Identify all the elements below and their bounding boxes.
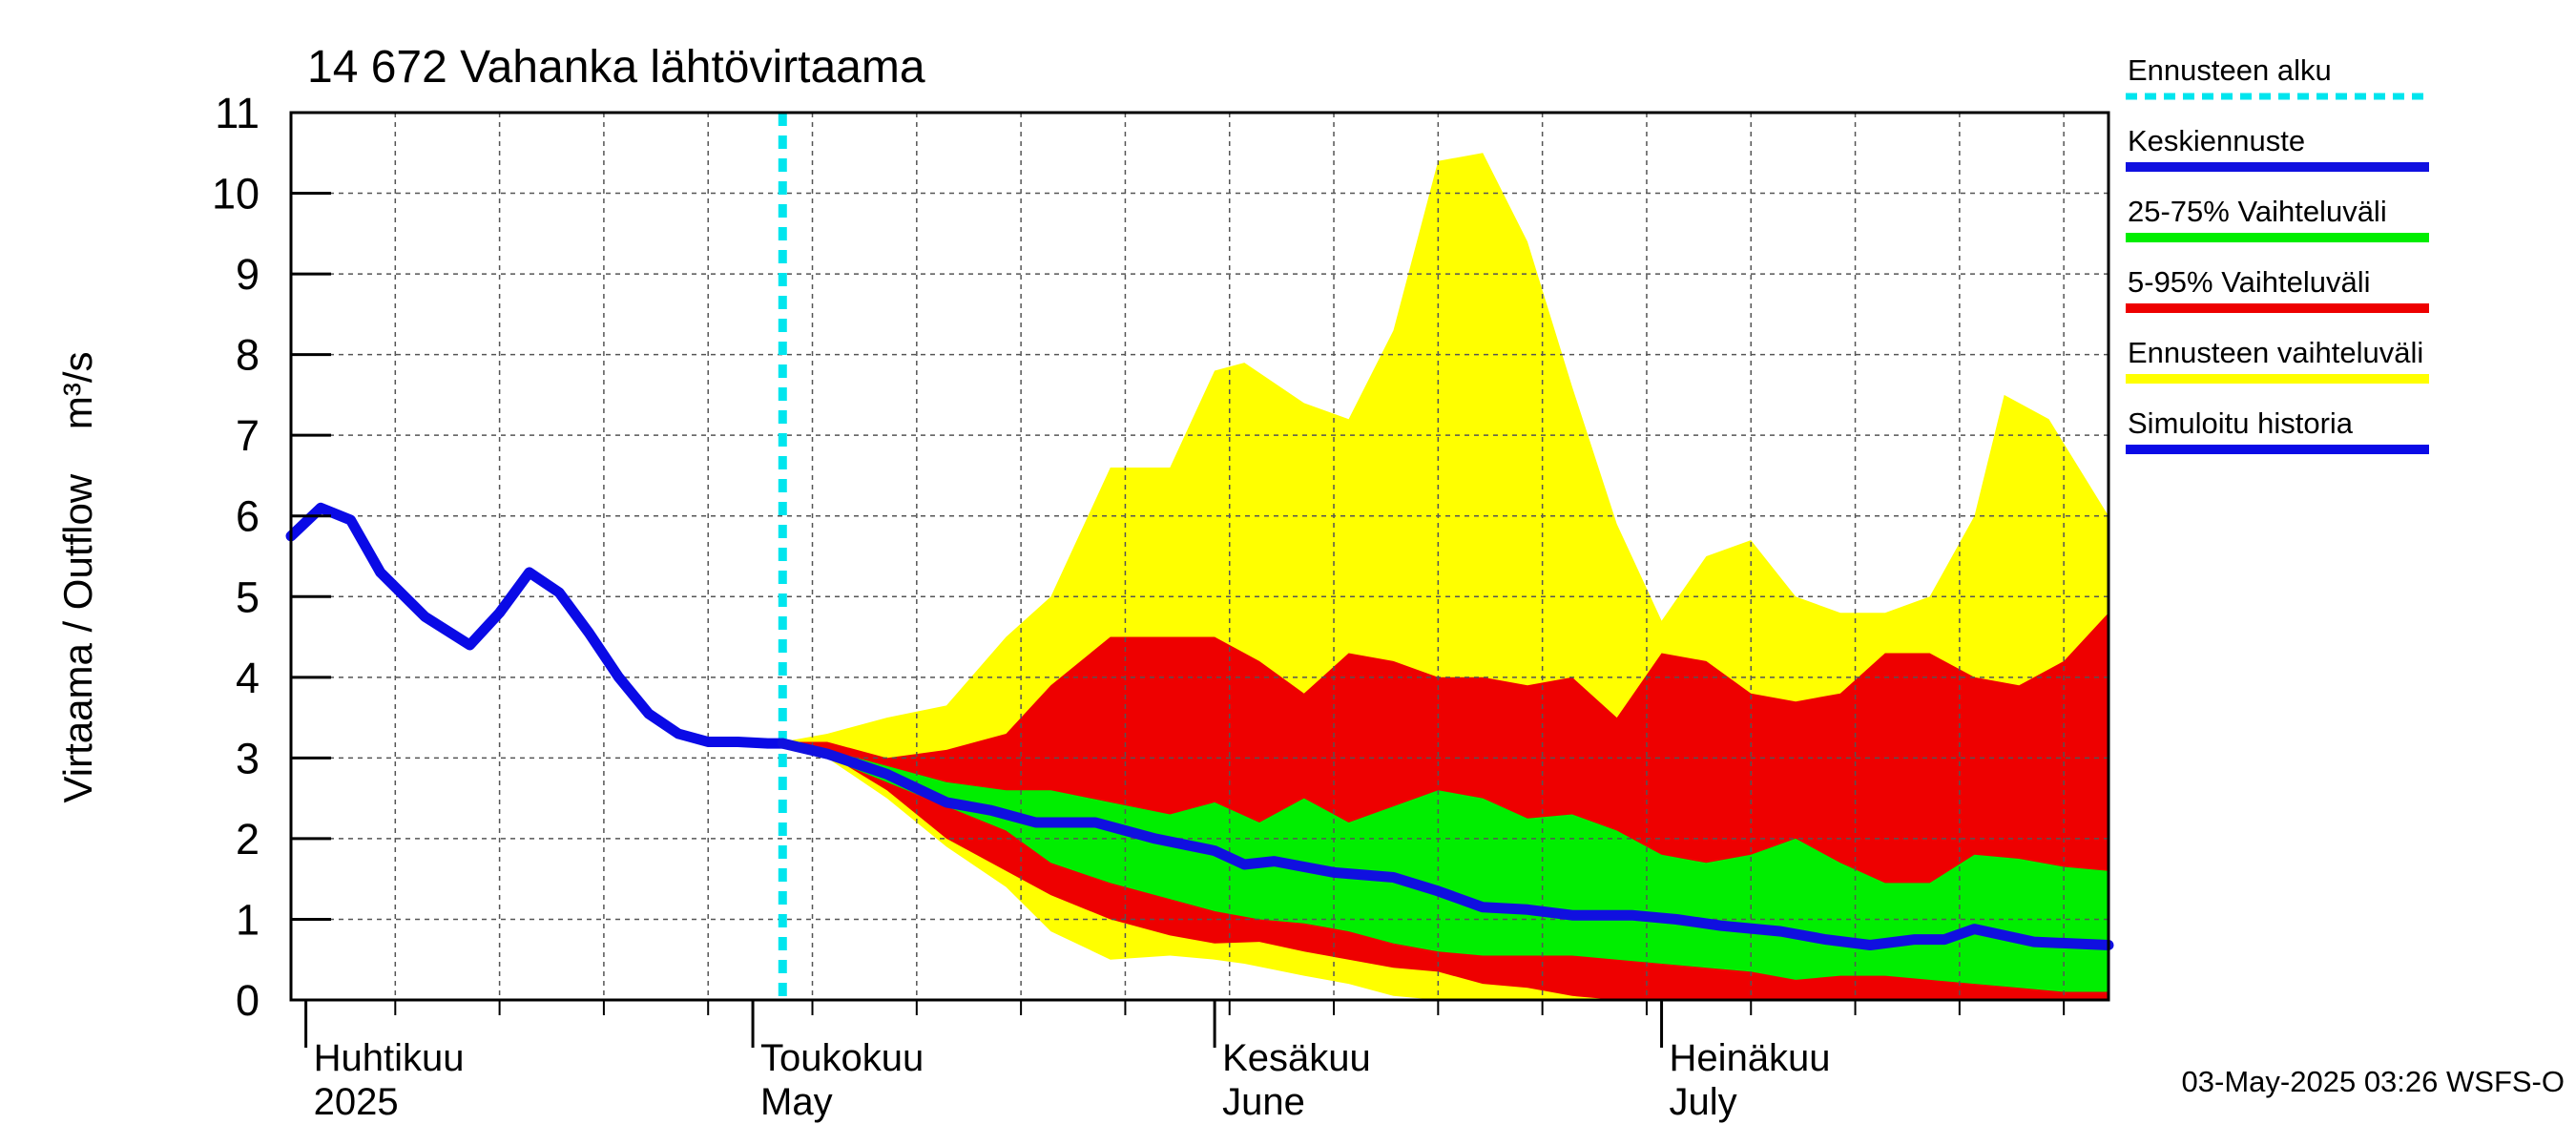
month-label-fi: Kesäkuu (1222, 1037, 1371, 1079)
y-tick-label: 4 (236, 654, 260, 702)
legend-label: Keskiennuste (2128, 124, 2305, 157)
lines-layer (285, 113, 2114, 1000)
legend-label: 25-75% Vaihteluväli (2128, 195, 2387, 228)
y-axis-label: Virtaama / Outflow m³/s (55, 351, 100, 802)
plot-area (285, 112, 2114, 1001)
month-label-en: May (760, 1081, 833, 1123)
month-label-en: 2025 (314, 1081, 399, 1123)
legend-label: 5-95% Vaihteluväli (2128, 265, 2370, 299)
month-label-en: June (1222, 1081, 1305, 1123)
y-tick-label: 8 (236, 331, 260, 380)
y-tick-label: 10 (212, 170, 260, 219)
month-label-fi: Huhtikuu (314, 1037, 465, 1079)
legend-label: Ennusteen alku (2128, 53, 2332, 87)
y-tick-label: 0 (236, 976, 260, 1025)
month-label-fi: Toukokuu (760, 1037, 924, 1079)
y-tick-label: 11 (215, 89, 260, 137)
median-forecast-line (777, 738, 2114, 950)
y-tick-label: 2 (236, 815, 260, 864)
legend: Ennusteen alku Keskiennuste 25-75% Vaihtel… (2126, 53, 2429, 454)
y-tick-label: 7 (236, 411, 260, 460)
month-label-fi: Heinäkuu (1670, 1037, 1831, 1079)
plot-frame (289, 111, 2110, 1002)
footer-timestamp: 03-May-2025 03:26 WSFS-O (2182, 1065, 2565, 1098)
y-tick-label: 1 (236, 895, 260, 944)
y-tick-label: 5 (236, 572, 260, 621)
month-label-en: July (1670, 1081, 1737, 1123)
history-line (285, 502, 788, 749)
legend-label: Ennusteen vaihteluväli (2128, 336, 2423, 369)
legend-label: Simuloitu historia (2128, 406, 2354, 440)
grid-layer (291, 112, 2109, 1001)
chart-title: 14 672 Vahanka lähtövirtaama (307, 42, 925, 93)
y-tick-label: 9 (236, 250, 260, 299)
y-tick-label: 3 (236, 734, 260, 782)
y-tick-label: 6 (236, 492, 260, 541)
